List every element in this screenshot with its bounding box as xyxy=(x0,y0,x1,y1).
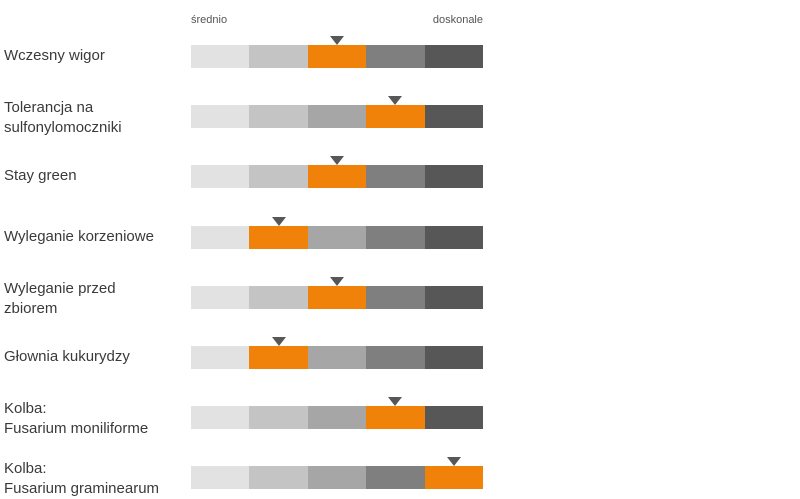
scale-min-label: średnio xyxy=(191,14,228,26)
rating-segment xyxy=(307,286,367,309)
rating-segment xyxy=(249,165,309,188)
row-label: Tolerancja na sulfonylomoczniki xyxy=(4,98,184,138)
rating-segment xyxy=(366,346,426,369)
rating-segment xyxy=(249,406,309,429)
rating-segment xyxy=(307,45,367,68)
rating-segment xyxy=(307,406,367,429)
rating-segment xyxy=(191,346,250,369)
rating-segment xyxy=(366,45,426,68)
rating-marker-icon xyxy=(330,156,344,165)
rating-segment xyxy=(191,406,250,429)
rating-marker-icon xyxy=(446,457,461,466)
rating-segment xyxy=(249,45,309,68)
row-label-line: Fusarium moniliforme xyxy=(4,420,149,437)
rating-segment xyxy=(249,286,309,309)
rating-segment xyxy=(424,45,484,68)
rating-segment xyxy=(191,165,250,188)
rating-segment xyxy=(424,406,484,429)
rating-marker-icon xyxy=(330,277,344,286)
rating-segment xyxy=(424,165,484,188)
rating-bar xyxy=(191,397,484,429)
rating-segment xyxy=(249,346,309,369)
rating-segment xyxy=(191,286,250,309)
rating-bar xyxy=(191,217,484,249)
rating-segment xyxy=(366,406,426,429)
row-label-line: Kolba: xyxy=(4,460,47,477)
rating-segment xyxy=(307,105,367,128)
rating-bar xyxy=(191,156,484,188)
row-label-line: Wyleganie przed xyxy=(4,280,116,297)
rating-marker-icon xyxy=(271,217,286,226)
rating-segment xyxy=(249,466,309,489)
rating-segment xyxy=(307,346,367,369)
rating-bar xyxy=(191,36,484,68)
row-label: Stay green xyxy=(4,166,184,186)
rating-segment xyxy=(424,346,484,369)
row-label: Głownia kukurydzy xyxy=(4,347,184,367)
row-label: Wyleganie korzeniowe xyxy=(4,227,184,247)
row-label-line: sulfonylomoczniki xyxy=(4,119,122,136)
row-label-line: Stay green xyxy=(4,167,77,184)
rating-bar xyxy=(191,337,484,369)
row-label: Wyleganie przed zbiorem xyxy=(4,279,184,319)
rating-bar xyxy=(191,96,484,128)
row-label-line: Wyleganie korzeniowe xyxy=(4,228,154,245)
rating-segment xyxy=(191,466,250,489)
rating-bar xyxy=(191,457,484,489)
rating-marker-icon xyxy=(330,36,344,45)
rating-segment xyxy=(366,286,426,309)
rating-segment xyxy=(249,105,309,128)
row-label: Wczesny wigor xyxy=(4,46,184,66)
rating-segment xyxy=(366,226,426,249)
rating-segment xyxy=(366,105,426,128)
rating-segment xyxy=(366,165,426,188)
row-label-line: Głownia kukurydzy xyxy=(4,348,130,365)
rating-bar xyxy=(191,277,484,309)
rating-segment xyxy=(307,466,367,489)
rating-segment xyxy=(307,165,367,188)
row-label-line: Fusarium graminearum xyxy=(4,480,160,497)
rating-segment xyxy=(424,466,484,489)
rating-segment xyxy=(424,226,484,249)
row-label-line: zbiorem xyxy=(4,300,58,317)
rating-segment xyxy=(307,226,367,249)
rating-segment xyxy=(191,226,250,249)
scale-max-label: doskonale xyxy=(432,14,483,26)
row-label: Kolba: Fusarium graminearum xyxy=(4,459,184,499)
rating-segment xyxy=(424,105,484,128)
rating-segment xyxy=(366,466,426,489)
row-label-line: Kolba: xyxy=(4,400,47,417)
row-label-line: Tolerancja na xyxy=(4,99,94,116)
rating-marker-icon xyxy=(271,337,286,346)
rating-segment xyxy=(249,226,309,249)
rating-segment xyxy=(191,45,250,68)
row-label-line: Wczesny wigor xyxy=(4,47,105,64)
rating-marker-icon xyxy=(388,397,403,406)
row-label: Kolba: Fusarium moniliforme xyxy=(4,399,184,439)
rating-marker-icon xyxy=(388,96,403,105)
rating-segment xyxy=(191,105,250,128)
rating-segment xyxy=(424,286,484,309)
